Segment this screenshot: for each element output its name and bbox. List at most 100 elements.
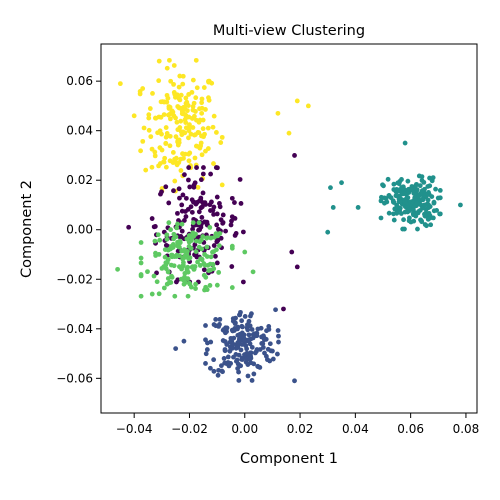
- data-point: [169, 274, 175, 280]
- data-point: [146, 115, 152, 121]
- data-point: [216, 324, 222, 329]
- data-point: [196, 209, 202, 215]
- data-point: [426, 202, 431, 208]
- y-tick-label: −0.06: [56, 371, 93, 385]
- data-point: [182, 218, 187, 223]
- points-layer: [115, 57, 463, 384]
- data-point: [161, 264, 167, 270]
- data-point: [235, 361, 241, 367]
- data-point: [186, 239, 192, 245]
- data-point: [164, 232, 170, 238]
- data-point: [149, 164, 155, 170]
- data-point: [430, 175, 436, 181]
- data-point: [249, 378, 255, 383]
- data-point: [146, 127, 152, 133]
- data-point: [221, 356, 227, 361]
- data-point: [138, 240, 144, 245]
- data-point: [419, 219, 425, 225]
- data-point: [203, 337, 208, 343]
- data-point: [386, 210, 392, 216]
- data-point: [151, 273, 157, 279]
- data-point: [182, 274, 187, 280]
- data-point: [117, 81, 123, 87]
- data-point: [143, 167, 149, 173]
- data-point: [175, 221, 180, 227]
- data-point: [276, 333, 281, 339]
- data-point: [252, 350, 258, 356]
- data-point: [188, 245, 194, 251]
- data-point: [193, 286, 198, 291]
- data-point: [203, 107, 208, 112]
- data-point: [208, 171, 214, 177]
- data-point: [186, 135, 191, 141]
- data-point: [168, 78, 174, 84]
- y-tick-label: −0.02: [56, 272, 93, 286]
- data-point: [216, 270, 222, 275]
- data-point: [173, 134, 179, 140]
- data-point: [238, 201, 244, 206]
- data-point: [220, 212, 226, 218]
- data-point: [380, 182, 385, 188]
- data-point: [156, 291, 162, 297]
- chart-title: Multi-view Clustering: [213, 23, 365, 39]
- data-point: [391, 217, 397, 223]
- plot-frame: [100, 43, 478, 414]
- data-point: [174, 225, 180, 231]
- data-point: [211, 212, 216, 217]
- data-point: [213, 316, 219, 322]
- data-point: [217, 316, 223, 322]
- data-point: [238, 347, 244, 353]
- data-point: [384, 199, 390, 205]
- data-point: [242, 249, 248, 255]
- data-point: [219, 134, 225, 140]
- data-point: [235, 340, 241, 346]
- data-point: [181, 155, 186, 161]
- data-point: [159, 189, 164, 195]
- data-point: [201, 267, 207, 273]
- data-point: [177, 195, 182, 201]
- data-point: [148, 134, 154, 140]
- data-point: [200, 126, 206, 132]
- data-point: [240, 279, 246, 285]
- data-point: [186, 165, 192, 170]
- data-point: [229, 195, 235, 201]
- data-point: [174, 162, 180, 168]
- data-point: [197, 239, 203, 245]
- data-point: [176, 140, 182, 145]
- data-point: [212, 234, 217, 240]
- data-point: [180, 256, 186, 262]
- data-point: [184, 266, 190, 272]
- data-point: [168, 116, 173, 122]
- data-point: [188, 204, 194, 210]
- data-point: [233, 352, 239, 357]
- data-point: [422, 222, 428, 227]
- data-point: [198, 140, 204, 146]
- data-point: [209, 199, 214, 205]
- data-point: [171, 236, 177, 242]
- data-point: [397, 199, 403, 205]
- data-point: [305, 103, 311, 109]
- data-point: [208, 254, 214, 260]
- data-point: [152, 153, 158, 159]
- data-point: [200, 171, 206, 177]
- data-point: [154, 279, 160, 285]
- data-point: [171, 113, 177, 119]
- data-point: [276, 339, 281, 345]
- data-point: [294, 98, 300, 104]
- data-point: [173, 346, 179, 352]
- data-point: [179, 109, 185, 114]
- y-tick-label: 0.06: [66, 74, 93, 88]
- data-point: [255, 326, 261, 332]
- data-point: [245, 373, 251, 379]
- data-point: [199, 256, 205, 262]
- data-point: [275, 351, 280, 357]
- data-point: [219, 182, 225, 188]
- data-point: [183, 195, 189, 201]
- data-point: [385, 176, 391, 182]
- data-point: [265, 346, 271, 352]
- data-point: [176, 84, 182, 90]
- data-point: [402, 140, 408, 146]
- data-point: [275, 328, 281, 333]
- data-point: [251, 371, 257, 377]
- data-point: [325, 229, 331, 235]
